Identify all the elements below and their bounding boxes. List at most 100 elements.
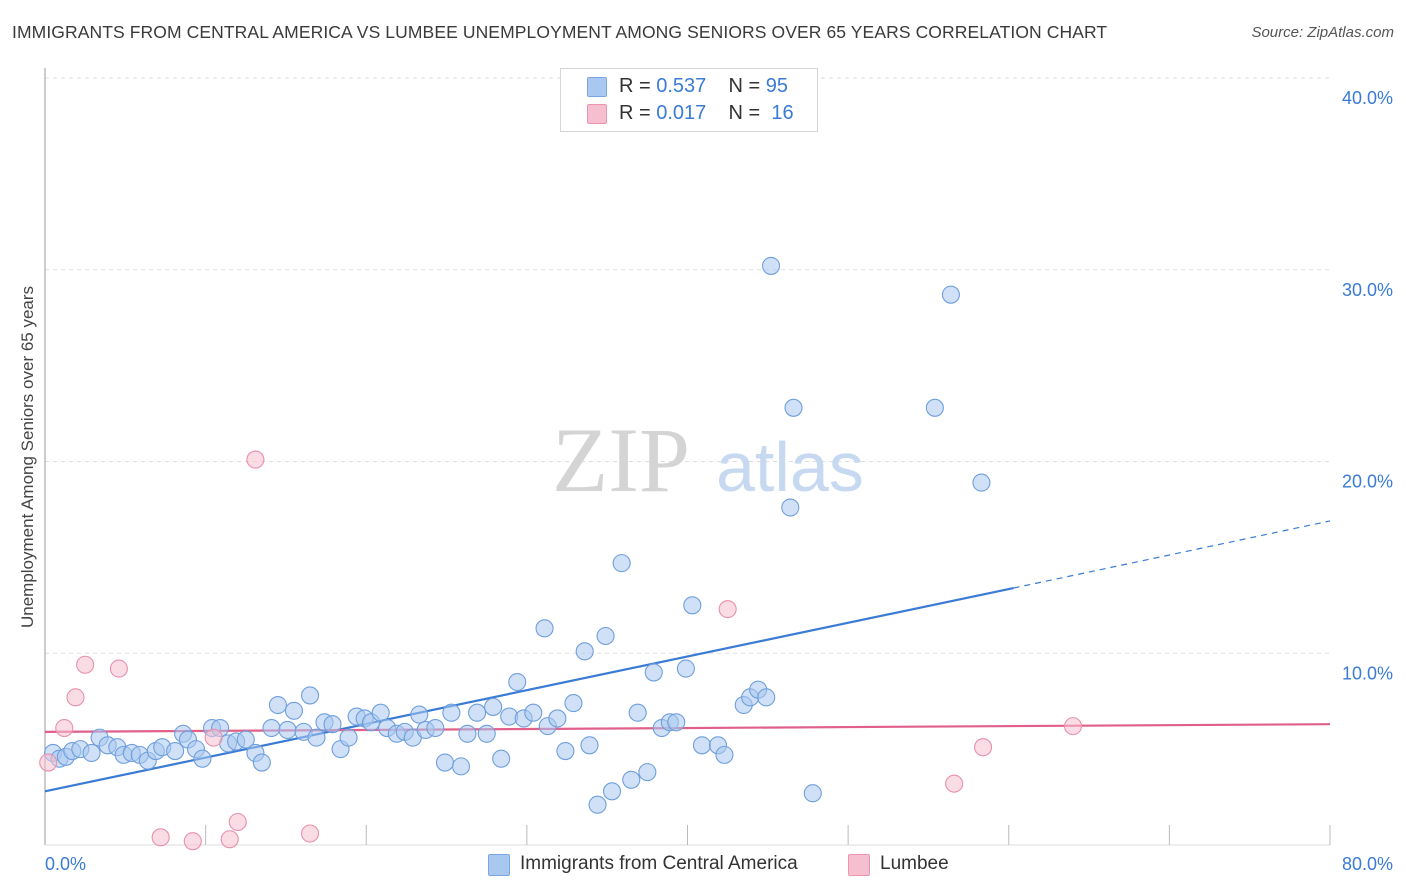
point-immigrants — [323, 715, 342, 734]
point-immigrants — [426, 718, 445, 738]
point-immigrants — [262, 718, 281, 738]
point-immigrants — [556, 741, 575, 761]
point-lumbee — [300, 824, 320, 843]
legend-r-label: R = — [619, 102, 651, 124]
point-immigrants — [692, 736, 712, 755]
point-immigrants — [612, 554, 631, 573]
legend-label: Immigrants from Central America — [520, 853, 798, 874]
point-lumbee — [151, 828, 170, 847]
legend-swatch-blue — [587, 77, 607, 97]
point-immigrants — [166, 741, 185, 761]
point-immigrants — [458, 724, 477, 743]
point-lumbee — [183, 832, 202, 851]
legend-n-value: 95 — [765, 75, 789, 97]
point-immigrants — [683, 596, 702, 615]
point-lumbee — [76, 655, 95, 674]
legend-n-value: 16 — [771, 102, 794, 124]
point-immigrants — [371, 703, 390, 722]
legend-r-label: R = — [619, 75, 651, 97]
point-immigrants — [644, 663, 663, 682]
y-tick-label: 20.0% — [1342, 472, 1393, 492]
data-points — [39, 256, 1083, 851]
trend-line-immigrants — [44, 586, 1014, 793]
legend-label: Lumbee — [880, 853, 949, 874]
point-lumbee — [204, 728, 223, 747]
y-axis-label: Unemployment Among Seniors over 65 years — [18, 286, 37, 628]
point-immigrants — [575, 642, 594, 661]
point-immigrants — [339, 728, 358, 747]
source-note: Source: ZipAtlas.com — [1251, 24, 1394, 41]
point-lumbee — [109, 659, 128, 678]
legend-swatch-pink — [848, 854, 870, 876]
x-tick-label-min: 0.0% — [45, 854, 86, 874]
point-immigrants — [628, 703, 647, 722]
point-immigrants — [781, 498, 800, 517]
point-lumbee — [55, 718, 74, 738]
point-immigrants — [268, 695, 287, 715]
y-tick-label: 10.0% — [1342, 663, 1393, 683]
watermark: ZIP atlas — [552, 409, 864, 511]
point-immigrants — [564, 694, 583, 713]
point-immigrants — [803, 784, 822, 803]
trend-line-immigrants-extension — [1013, 520, 1331, 589]
correlation-legend: R = 0.537 N = 95 R = 0.017 N = 16 — [560, 68, 818, 132]
point-immigrants — [524, 703, 543, 722]
point-immigrants — [941, 285, 960, 304]
legend-r-value: 0.537 — [656, 75, 707, 97]
point-immigrants — [252, 753, 271, 772]
point-immigrants — [193, 749, 212, 768]
point-immigrants — [638, 763, 657, 782]
trend-lines — [44, 520, 1331, 793]
point-immigrants — [715, 745, 734, 764]
point-immigrants — [548, 709, 567, 728]
point-immigrants — [82, 743, 101, 763]
x-tick-label-max: 80.0% — [1342, 854, 1393, 874]
y-tick-label: 30.0% — [1342, 280, 1393, 300]
point-lumbee — [228, 812, 247, 832]
point-immigrants — [451, 757, 471, 776]
legend-r-value: 0.017 — [656, 102, 707, 124]
point-lumbee — [1063, 717, 1083, 736]
point-immigrants — [667, 713, 686, 732]
point-lumbee — [246, 450, 265, 469]
watermark-zip: ZIP — [552, 409, 690, 511]
point-immigrants — [492, 749, 511, 768]
legend-swatch-blue — [488, 854, 510, 876]
point-immigrants — [284, 701, 304, 720]
chart-title: IMMIGRANTS FROM CENTRAL AMERICA VS LUMBE… — [12, 22, 1108, 42]
point-lumbee — [220, 830, 239, 849]
legend-n-label: N = — [728, 102, 761, 124]
point-immigrants — [580, 736, 599, 755]
point-lumbee — [973, 738, 993, 757]
point-immigrants — [442, 703, 461, 722]
point-lumbee — [945, 774, 964, 793]
x-tick-marks — [205, 825, 1331, 845]
point-immigrants — [588, 795, 607, 814]
point-immigrants — [596, 626, 615, 646]
y-tick-labels: 10.0% 20.0% 30.0% 40.0% — [1342, 88, 1393, 683]
point-immigrants — [484, 697, 503, 716]
point-immigrants — [972, 473, 991, 492]
point-immigrants — [410, 705, 429, 724]
point-immigrants — [508, 672, 527, 692]
point-immigrants — [622, 770, 641, 789]
point-immigrants — [300, 686, 320, 705]
point-immigrants — [925, 398, 944, 417]
point-immigrants — [784, 398, 803, 417]
point-immigrants — [757, 688, 776, 707]
y-tick-label: 40.0% — [1342, 88, 1393, 108]
point-lumbee — [39, 753, 58, 772]
point-immigrants — [761, 256, 781, 275]
series-legend: Immigrants from Central America Lumbee — [0, 851, 1406, 877]
legend-swatch-pink — [587, 104, 607, 124]
point-immigrants — [602, 782, 622, 801]
legend-n-label: N = — [728, 75, 761, 97]
point-lumbee — [718, 600, 737, 619]
point-immigrants — [278, 720, 297, 740]
point-immigrants — [236, 730, 255, 749]
point-immigrants — [676, 659, 695, 678]
point-lumbee — [66, 688, 85, 707]
watermark-atlas: atlas — [716, 428, 864, 506]
gridlines — [45, 77, 1330, 654]
